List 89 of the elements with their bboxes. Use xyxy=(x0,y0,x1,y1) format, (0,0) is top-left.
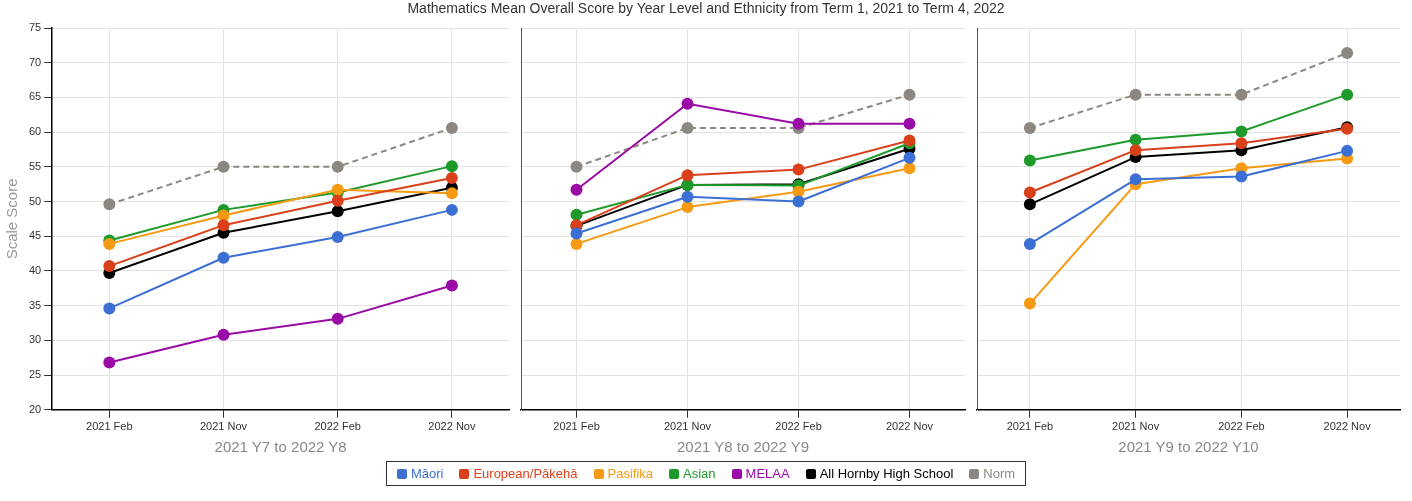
point xyxy=(681,121,694,134)
point xyxy=(217,219,230,232)
y-tick-label: 40 xyxy=(28,263,42,276)
y-tick-label: 70 xyxy=(28,55,42,68)
point xyxy=(1235,170,1248,183)
point xyxy=(1235,137,1248,150)
point xyxy=(570,237,583,250)
point xyxy=(103,260,116,273)
point xyxy=(570,160,583,173)
point xyxy=(681,169,694,182)
legend-label: All Hornby High School xyxy=(819,466,954,481)
y-tick-label: 20 xyxy=(28,402,42,415)
point xyxy=(331,312,344,325)
point xyxy=(1023,154,1036,167)
y-tick-label: 35 xyxy=(28,298,42,311)
point xyxy=(445,160,458,173)
point xyxy=(1341,46,1354,59)
y-tick-label: 25 xyxy=(28,368,42,381)
legend-label: Asian xyxy=(683,466,716,481)
point xyxy=(331,230,344,243)
y-tick-label: 45 xyxy=(28,229,42,242)
x-tick-label: 2022 Nov xyxy=(428,420,476,433)
x-axis-title: 2021 Y9 to 2022 Y10 xyxy=(1118,438,1259,456)
point xyxy=(1129,173,1142,186)
point xyxy=(1235,125,1248,138)
point xyxy=(1023,198,1036,211)
point xyxy=(792,117,805,130)
x-tick-label: 2022 Feb xyxy=(314,420,361,433)
point xyxy=(217,328,230,341)
point xyxy=(570,183,583,196)
y-tick-label: 30 xyxy=(28,333,42,346)
point xyxy=(103,356,116,369)
point xyxy=(445,279,458,292)
point xyxy=(1129,144,1142,157)
y-tick-label: 75 xyxy=(28,21,42,34)
x-tick-label: 2021 Feb xyxy=(86,420,133,433)
x-tick-label: 2021 Feb xyxy=(553,420,600,433)
x-tick-label: 2022 Nov xyxy=(1323,420,1372,433)
point xyxy=(1023,237,1036,250)
point xyxy=(570,208,583,221)
point xyxy=(103,198,116,211)
point xyxy=(903,162,916,175)
point xyxy=(1129,88,1142,101)
point xyxy=(903,151,916,164)
point xyxy=(1023,186,1036,199)
point xyxy=(217,160,230,173)
legend-label: Norm xyxy=(983,466,1016,481)
point xyxy=(903,117,916,130)
text: Mathematics Mean Overall Score by Year Level and Ethnicity from Term 1, 2021 to Term 4, 2022 xyxy=(406,0,1006,16)
y-tick-label: 60 xyxy=(28,125,42,138)
point xyxy=(331,194,344,207)
point xyxy=(1341,144,1354,157)
point xyxy=(445,203,458,216)
point xyxy=(1235,88,1248,101)
y-tick-label: 55 xyxy=(28,159,42,172)
point xyxy=(445,121,458,134)
point xyxy=(1341,88,1354,101)
x-tick-label: 2021 Nov xyxy=(663,420,712,433)
point xyxy=(681,97,694,110)
y-axis-title: Scale Score xyxy=(3,178,21,260)
point xyxy=(792,163,805,176)
point xyxy=(1023,297,1036,310)
x-tick-label: 2022 Feb xyxy=(775,420,822,433)
point xyxy=(792,195,805,208)
point xyxy=(681,201,694,214)
point xyxy=(1129,133,1142,146)
x-tick-label: 2021 Feb xyxy=(1006,420,1054,433)
point xyxy=(903,88,916,101)
x-tick-label: 2022 Nov xyxy=(885,420,934,433)
x-tick-label: 2021 Nov xyxy=(199,420,248,433)
legend-label: Pasifika xyxy=(607,466,654,481)
point xyxy=(103,302,116,315)
point xyxy=(331,205,344,218)
point xyxy=(445,187,458,200)
point xyxy=(1023,121,1036,134)
y-tick-label: 50 xyxy=(28,194,42,207)
point xyxy=(331,160,344,173)
point xyxy=(445,171,458,184)
point xyxy=(570,227,583,240)
legend-label: European/Pākehā xyxy=(473,466,578,481)
legend-label: Māori xyxy=(410,466,444,481)
x-axis-title: 2021 Y7 to 2022 Y8 xyxy=(214,438,347,456)
legend-label: MELAA xyxy=(745,466,790,481)
x-tick-label: 2022 Feb xyxy=(1218,420,1265,433)
x-tick-label: 2021 Nov xyxy=(1112,420,1160,433)
x-axis-title: 2021 Y8 to 2022 Y9 xyxy=(676,438,810,456)
y-tick-label: 65 xyxy=(28,90,42,103)
point xyxy=(681,190,694,203)
point xyxy=(217,251,230,264)
